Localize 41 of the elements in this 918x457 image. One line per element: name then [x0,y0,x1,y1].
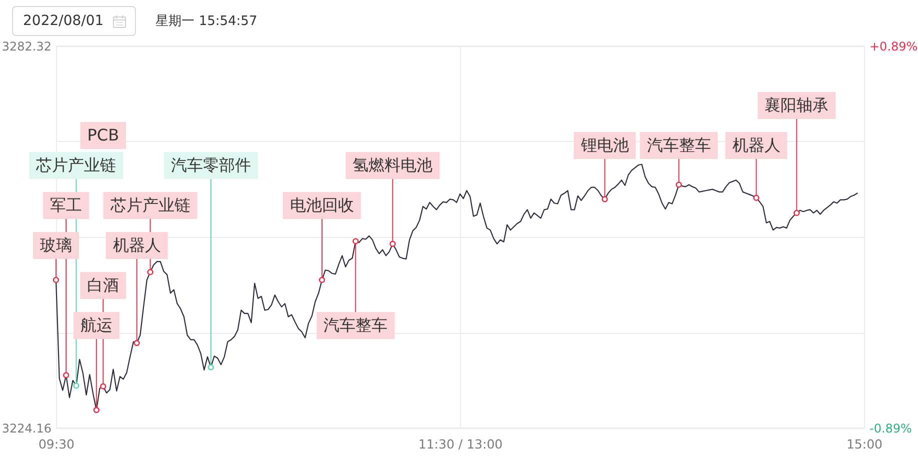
point [134,340,140,346]
annotation: 机器人 [112,236,161,254]
point [794,210,800,216]
x-tick-label: 15:00 [846,436,883,452]
point [73,382,80,389]
chart-subtitle: 星期一 15:54:57 [156,13,258,30]
annotation: 锂电池 [580,136,629,154]
point [352,238,359,244]
point [63,372,70,378]
point [318,276,326,284]
point [753,194,760,201]
annotation: 航运 [80,316,112,334]
y-tick-label: 3282.32 [2,40,52,54]
annotation: 汽车整车 [646,136,711,154]
point [52,276,60,284]
annotation: 氢燃料电池 [352,156,433,174]
annotation: PCB [87,126,120,144]
point [100,383,106,390]
y-tick-label: 3224.16 [2,422,52,436]
annotation: 芯片产业链 [35,156,116,174]
y2-tick-label: -0.89% [870,422,912,436]
point [390,240,396,247]
x-tick-label: 11:30 / 13:00 [418,436,503,452]
date-field: 2022/08/01 [12,6,136,36]
annotation: 汽车零部件 [170,156,251,174]
chart-title: 2022/08/01 [23,13,104,29]
x-tick-label: 09:30 [38,436,75,452]
annotation: 玻璃 [40,236,72,254]
annotation: 芯片产业链 [109,196,190,214]
annotation: 白酒 [87,276,120,294]
point [676,182,682,188]
annotation: 汽车整车 [324,316,388,334]
point [93,406,100,414]
point [602,196,608,202]
y2-tick-label: +0.89% [870,40,918,54]
annotation: 军工 [50,196,82,214]
point [208,364,214,370]
point [147,268,154,276]
annotation: 机器人 [732,136,780,154]
annotation: 电池回收 [290,196,354,214]
annotation: 襄阳轴承 [764,96,829,114]
